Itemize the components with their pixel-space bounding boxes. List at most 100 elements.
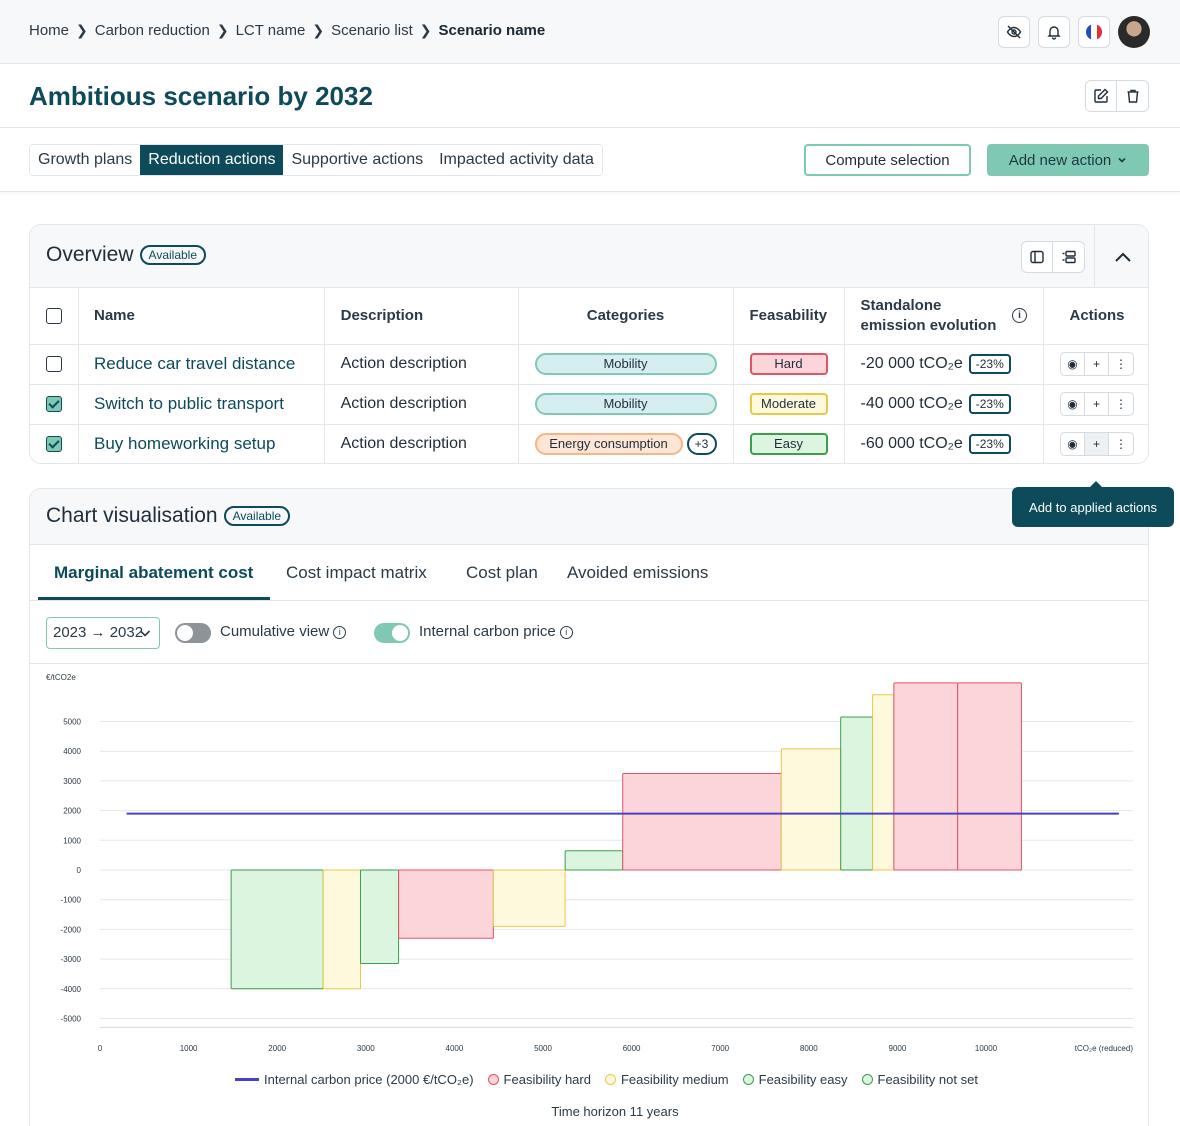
emission-value: -60 000 tCO₂e: [860, 435, 963, 452]
mac-bar: [359, 869, 400, 965]
table-row: Buy homeworking setup Action description…: [30, 424, 1148, 463]
cumulative-view-toggle[interactable]: [175, 623, 211, 643]
compute-selection-button[interactable]: Compute selection: [804, 144, 971, 176]
tab-marginal-abatement-cost[interactable]: Marginal abatement cost: [54, 563, 254, 582]
category-pill: Mobility: [534, 393, 717, 415]
overview-header: Overview Available: [30, 225, 1148, 288]
y-tick-label: -3000: [61, 955, 82, 964]
column-header-emission[interactable]: Standalone emission evolution i: [844, 288, 1044, 345]
rows-view-icon[interactable]: [1053, 241, 1085, 273]
bell-icon[interactable]: [1038, 16, 1070, 48]
language-selector[interactable]: [1078, 16, 1110, 48]
legend-item[interactable]: Feasibility hard: [487, 1072, 591, 1087]
row-checkbox[interactable]: [46, 435, 62, 452]
category-pill: Energy consumption: [534, 433, 683, 455]
compute-selection-label: Compute selection: [825, 151, 950, 169]
tab-supportive-actions[interactable]: Supportive actions: [291, 151, 424, 168]
breadcrumb-carbon-reduction[interactable]: Carbon reduction: [94, 22, 210, 39]
trash-icon[interactable]: [1117, 80, 1149, 112]
action-name-link[interactable]: Switch to public transport: [94, 394, 284, 413]
internal-carbon-price-toggle[interactable]: [374, 623, 410, 643]
breadcrumb-current: Scenario name: [438, 22, 546, 39]
columns-view-icon[interactable]: [1021, 241, 1053, 273]
y-tick-label: -2000: [61, 925, 82, 934]
breadcrumb-lct-name[interactable]: LCT name: [235, 22, 306, 39]
column-header-feasability[interactable]: Feasability: [733, 288, 845, 345]
flag-fr-icon: [1086, 24, 1102, 40]
action-name-link[interactable]: Buy homeworking setup: [94, 434, 276, 453]
info-icon[interactable]: i: [1012, 308, 1027, 324]
x-tick-label: 2000: [268, 1044, 286, 1053]
select-all-cell: [30, 288, 79, 345]
mac-bar: [780, 748, 842, 871]
feasability-badge: Hard: [749, 353, 828, 375]
tab-avoided-emissions[interactable]: Avoided emissions: [567, 563, 709, 582]
eye-icon[interactable]: ◉: [1061, 393, 1085, 415]
top-bar: Home ❯ Carbon reduction ❯ LCT name ❯ Sce…: [0, 0, 1180, 64]
breadcrumb-home[interactable]: Home: [29, 22, 70, 39]
y-tick-label: 1000: [63, 836, 81, 845]
more-vertical-icon[interactable]: ⋮: [1115, 397, 1127, 411]
more-vertical-icon[interactable]: ⋮: [1115, 357, 1127, 371]
add-new-action-button[interactable]: Add new action: [987, 144, 1149, 176]
column-header-description[interactable]: Description: [324, 288, 519, 345]
year-range-value: 2023 → 2032: [53, 624, 144, 641]
more-vertical-icon[interactable]: ⋮: [1115, 437, 1127, 451]
info-icon[interactable]: i: [333, 626, 347, 639]
avatar[interactable]: [1118, 16, 1150, 48]
emission-value: -20 000 tCO₂e: [860, 355, 963, 372]
toggle-knob: [392, 625, 408, 641]
chart-title-text: Chart visualisation: [46, 504, 218, 527]
mac-bar: [492, 869, 566, 927]
internal-carbon-price-label: Internal carbon price i: [419, 623, 573, 640]
y-tick-label: -4000: [61, 985, 82, 994]
row-checkbox[interactable]: [46, 355, 62, 372]
chart-header: Chart visualisation Available: [30, 489, 1148, 545]
row-checkbox[interactable]: [46, 395, 62, 412]
chart-title: Chart visualisation Available: [46, 504, 291, 528]
legend-label: Feasibility hard: [503, 1072, 591, 1087]
legend-item[interactable]: Feasibility not set: [861, 1072, 978, 1087]
table-header-row: Name Description Categories Feasability …: [30, 288, 1148, 345]
tab-growth-plans[interactable]: Growth plans: [38, 151, 133, 168]
breadcrumb-scenario-list[interactable]: Scenario list: [331, 22, 413, 39]
x-tick-label: 0: [98, 1044, 103, 1053]
eye-icon[interactable]: ◉: [1061, 433, 1085, 455]
title-bar: Ambitious scenario by 2032: [0, 64, 1180, 128]
tab-impacted-activity-data[interactable]: Impacted activity data: [439, 151, 594, 168]
tab-cost-plan[interactable]: Cost plan: [466, 563, 538, 582]
mac-bar: [230, 869, 324, 990]
legend-item[interactable]: Feasibility medium: [604, 1072, 729, 1087]
emission-percent: -23%: [968, 434, 1011, 454]
tab-cost-impact-matrix[interactable]: Cost impact matrix: [286, 563, 427, 582]
legend-item[interactable]: Feasibility easy: [742, 1072, 848, 1087]
overview-card: Overview Available Name Description Cate…: [29, 224, 1149, 464]
plus-icon[interactable]: +: [1085, 433, 1109, 455]
edit-icon[interactable]: [1085, 80, 1117, 112]
column-header-categories[interactable]: Categories: [518, 288, 734, 345]
action-name-link[interactable]: Reduce car travel distance: [94, 354, 296, 373]
legend-dot-marker: [742, 1074, 754, 1085]
column-header-emission-line2: emission evolution: [860, 316, 997, 334]
select-all-checkbox[interactable]: [46, 308, 62, 325]
chevron-down-icon: [1118, 157, 1126, 163]
tab-reduction-actions[interactable]: Reduction actions: [140, 145, 284, 175]
action-description: Action description: [324, 384, 519, 425]
info-icon[interactable]: i: [559, 626, 573, 639]
y-tick-label: 3000: [63, 777, 81, 786]
plus-icon[interactable]: +: [1085, 353, 1109, 375]
legend-item[interactable]: Internal carbon price (2000 €/tCO₂e): [235, 1072, 474, 1087]
column-header-name[interactable]: Name: [78, 288, 325, 345]
more-categories-badge[interactable]: +3: [686, 433, 717, 455]
collapse-button[interactable]: [1094, 225, 1148, 288]
cumulative-view-text: Cumulative view: [220, 623, 330, 640]
eye-off-icon[interactable]: [998, 16, 1030, 48]
y-axis-label: €/tCO2e: [46, 673, 76, 682]
emission-percent: -23%: [968, 354, 1011, 374]
plus-icon[interactable]: +: [1085, 393, 1109, 415]
year-range-select[interactable]: 2023 → 2032: [46, 617, 160, 649]
mac-bar: [872, 694, 895, 871]
action-description: Action description: [324, 344, 519, 385]
overview-title: Overview Available: [46, 243, 207, 267]
eye-icon[interactable]: ◉: [1061, 353, 1085, 375]
